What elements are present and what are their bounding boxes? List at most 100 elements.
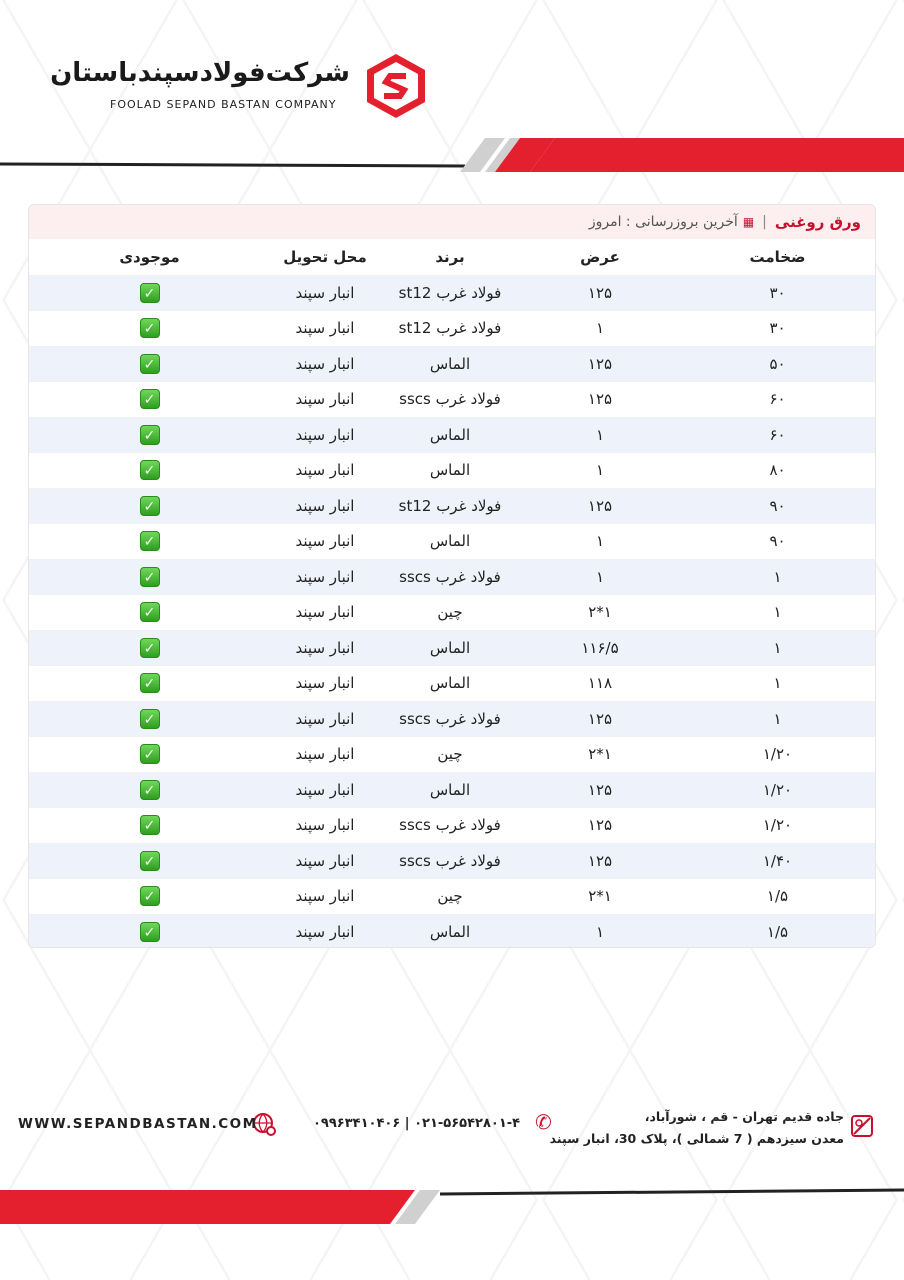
phone-numbers[interactable]: ۰۹۹۶۳۴۱۰۴۰۶ | ۰۲۱-۵۶۵۴۲۸۰۱-۴	[313, 1116, 521, 1131]
address-line-2: معدن سیزدهم ( 7 شمالی )، پلاک 30، انبار …	[549, 1131, 844, 1146]
width-cell: ۱۲۵	[520, 700, 680, 737]
thickness-cell: ۹۰	[680, 487, 875, 524]
table-row: ۸۰ ۱ الماس انبار سپند ✓	[29, 452, 875, 488]
stock-cell: ✓	[29, 487, 270, 524]
location-cell: انبار سپند	[270, 878, 380, 914]
thickness-cell: ۸۰	[680, 452, 875, 488]
company-name-en: FOOLAD SEPAND BASTAN COMPANY	[110, 98, 337, 111]
table-row: ۶۰ ۱ الماس انبار سپند ✓	[29, 416, 875, 453]
stock-cell: ✓	[29, 771, 270, 808]
table-row: ۱ ۱۲۵ فولاد غرب sscs انبار سپند ✓	[29, 700, 875, 737]
stock-cell: ✓	[29, 736, 270, 772]
location-cell: انبار سپند	[270, 700, 380, 737]
table-row: ۱/۵ ۱ الماس انبار سپند ✓	[29, 913, 875, 947]
thickness-cell: ۶۰	[680, 416, 875, 453]
brand-cell: چین	[380, 878, 520, 914]
width-cell: ۱	[520, 558, 680, 595]
width-cell: ۱	[520, 452, 680, 488]
table-row: ۵۰ ۱۲۵ الماس انبار سپند ✓	[29, 345, 875, 382]
thickness-cell: ۶۰	[680, 381, 875, 417]
location-cell: انبار سپند	[270, 594, 380, 630]
footer: جاده قدیم تهران - قم ، شورآباد، معدن سیز…	[0, 1100, 904, 1150]
location-cell: انبار سپند	[270, 807, 380, 843]
card-header: ورق روغنی | ▦ آخرین بروزرسانی : امروز	[29, 205, 875, 239]
thickness-cell: ۱	[680, 594, 875, 630]
footer-band	[0, 1188, 904, 1224]
width-cell: ۱*۲	[520, 878, 680, 914]
location-cell: انبار سپند	[270, 381, 380, 417]
checkmark-icon: ✓	[139, 460, 160, 481]
width-cell: ۱	[520, 310, 680, 346]
checkmark-icon: ✓	[139, 389, 160, 410]
checkmark-icon: ✓	[139, 673, 160, 694]
location-cell: انبار سپند	[270, 665, 380, 701]
table-row: ۱/۲۰ ۱۲۵ فولاد غرب sscs انبار سپند ✓	[29, 807, 875, 843]
brand-cell: فولاد غرب st12	[380, 487, 520, 524]
thickness-cell: ۱	[680, 665, 875, 701]
col-width: عرض	[580, 247, 620, 266]
location-cell: انبار سپند	[270, 274, 380, 311]
map-icon	[851, 1115, 873, 1137]
thickness-cell: ۱/۲۰	[680, 771, 875, 808]
table-row: ۱ ۱*۲ چین انبار سپند ✓	[29, 594, 875, 630]
stock-cell: ✓	[29, 452, 270, 488]
stock-cell: ✓	[29, 594, 270, 630]
table-row: ۱ ۱۱۸ الماس انبار سپند ✓	[29, 665, 875, 701]
table-row: ۱/۲۰ ۱*۲ چین انبار سپند ✓	[29, 736, 875, 772]
brand-cell: فولاد غرب st12	[380, 310, 520, 346]
address-line-1: جاده قدیم تهران - قم ، شورآباد،	[644, 1109, 844, 1124]
product-table: ضخامت عرض برند محل تحویل موجودی ۳۰ ۱۲۵ فول…	[29, 239, 875, 947]
width-cell: ۱۲۵	[520, 487, 680, 524]
stock-cell: ✓	[29, 416, 270, 453]
logo-mark-icon	[367, 54, 425, 118]
stock-cell: ✓	[29, 878, 270, 914]
checkmark-icon: ✓	[139, 424, 160, 445]
company-logo: شرکت‌فولادسپندباستان FOOLAD SEPAND BASTA…	[50, 52, 428, 122]
width-cell: ۱۲۵	[520, 842, 680, 879]
width-cell: ۱۲۵	[520, 381, 680, 417]
checkmark-icon: ✓	[139, 353, 160, 374]
col-stock: موجودی	[119, 247, 180, 266]
checkmark-icon: ✓	[139, 318, 160, 339]
checkmark-icon: ✓	[139, 495, 160, 516]
location-cell: انبار سپند	[270, 523, 380, 559]
stock-cell: ✓	[29, 629, 270, 666]
stock-cell: ✓	[29, 345, 270, 382]
width-cell: ۱۲۵	[520, 807, 680, 843]
location-cell: انبار سپند	[270, 487, 380, 524]
width-cell: ۱۱۸	[520, 665, 680, 701]
thickness-cell: ۱/۴۰	[680, 842, 875, 879]
stock-cell: ✓	[29, 700, 270, 737]
brand-cell: الماس	[380, 629, 520, 666]
width-cell: ۱*۲	[520, 594, 680, 630]
brand-cell: الماس	[380, 452, 520, 488]
brand-cell: فولاد غرب sscs	[380, 807, 520, 843]
checkmark-icon: ✓	[139, 850, 160, 871]
website-link[interactable]: WWW.SEPANDBASTAN.COM	[18, 1116, 258, 1132]
width-cell: ۱۲۵	[520, 345, 680, 382]
stock-cell: ✓	[29, 274, 270, 311]
location-cell: انبار سپند	[270, 310, 380, 346]
thickness-cell: ۱/۲۰	[680, 736, 875, 772]
table-row: ۳۰ ۱ فولاد غرب st12 انبار سپند ✓	[29, 310, 875, 346]
thickness-cell: ۱/۵	[680, 878, 875, 914]
width-cell: ۱	[520, 523, 680, 559]
location-cell: انبار سپند	[270, 558, 380, 595]
location-cell: انبار سپند	[270, 345, 380, 382]
brand-cell: فولاد غرب sscs	[380, 842, 520, 879]
location-cell: انبار سپند	[270, 416, 380, 453]
width-cell: ۱۲۵	[520, 274, 680, 311]
location-cell: انبار سپند	[270, 629, 380, 666]
brand-cell: فولاد غرب sscs	[380, 381, 520, 417]
stock-cell: ✓	[29, 913, 270, 947]
brand-cell: الماس	[380, 913, 520, 947]
card-title: ورق روغنی	[774, 213, 861, 231]
stock-cell: ✓	[29, 842, 270, 879]
location-cell: انبار سپند	[270, 842, 380, 879]
brand-cell: الماس	[380, 665, 520, 701]
brand-cell: فولاد غرب sscs	[380, 700, 520, 737]
brand-cell: فولاد غرب st12	[380, 274, 520, 311]
location-cell: انبار سپند	[270, 736, 380, 772]
table-row: ۶۰ ۱۲۵ فولاد غرب sscs انبار سپند ✓	[29, 381, 875, 417]
header-band	[0, 138, 904, 172]
